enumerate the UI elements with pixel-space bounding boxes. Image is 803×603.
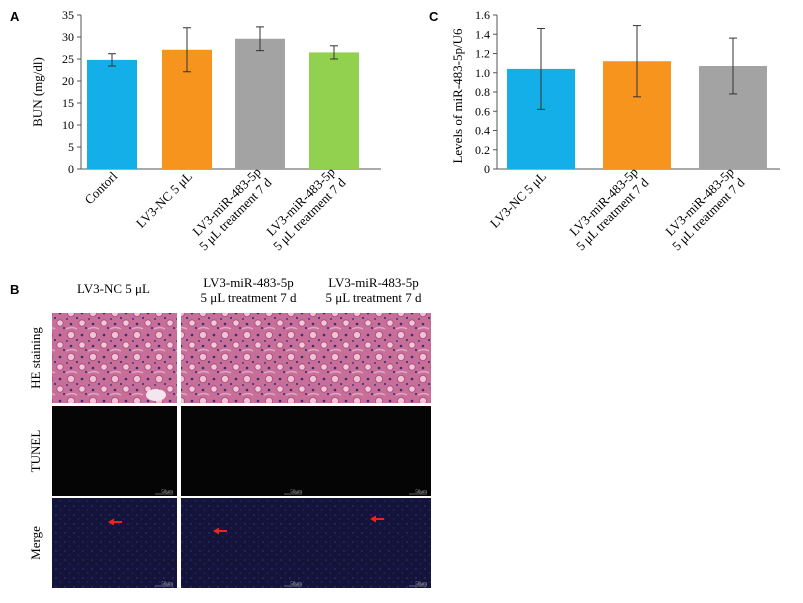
- category-label: LV3-miR-483-5p5 μL treatment 7 d: [185, 164, 274, 253]
- category-label-line: LV3-NC 5 μL: [487, 168, 549, 230]
- tunel-image: [306, 406, 431, 496]
- y-tick-label: 0.6: [475, 104, 490, 118]
- column-header: LV3-NC 5 μL: [77, 281, 150, 296]
- panel-b-row-labels: HE staining TUNEL Merge: [28, 327, 43, 560]
- y-tick-label: 1.0: [475, 66, 490, 80]
- y-axis-label: Levels of miR-483-5p/U6: [450, 28, 465, 164]
- bar: [235, 38, 285, 170]
- category-label: LV3-NC 5 μL: [487, 168, 549, 230]
- y-tick-label: 0.2: [475, 143, 490, 157]
- y-axis-label: BUN (mg/dl): [30, 57, 45, 127]
- lumen-spot: [146, 389, 166, 401]
- scale-bar-label: 50μm: [415, 490, 427, 495]
- panel-b-column-headers: LV3-NC 5 μL LV3-miR-483-5p 5 μL treatment …: [77, 275, 422, 305]
- column-header-line: LV3-miR-483-5p: [328, 275, 419, 290]
- column-header: LV3-miR-483-5p 5 μL treatment 7 d: [325, 275, 422, 305]
- row-label: Merge: [28, 526, 43, 560]
- y-tick-label: 25: [62, 52, 74, 66]
- scale-bar-label: 50μm: [415, 582, 427, 587]
- chart-c-mir-levels: 0 0.2 0.4 0.6 0.8 1.0 1.2 1.4 1.6 Levels of miR-4…: [450, 8, 780, 253]
- merge-image: [52, 498, 177, 588]
- row-label: HE staining: [28, 327, 43, 389]
- scale-bar-label: 50μm: [161, 490, 173, 495]
- chart-a-bun: 0 5 10 15 20 25 30 35 BUN (mg/dl) Contorl LV3-NC 5…: [30, 8, 381, 253]
- y-tick-label: 1.6: [475, 8, 490, 22]
- row-label: TUNEL: [28, 430, 43, 473]
- category-label: LV3-miR-483-5p5 μL treatment 7 d: [658, 164, 747, 253]
- merge-image: [181, 498, 306, 588]
- tunel-image: [181, 406, 306, 496]
- y-tick-label: 1.4: [475, 27, 490, 41]
- red-arrow-head: [108, 518, 114, 526]
- y-tick-label: 0: [484, 162, 490, 176]
- y-tick-label: 15: [62, 96, 74, 110]
- y-tick-label: 30: [62, 30, 74, 44]
- bar: [309, 52, 359, 169]
- merge-image: [306, 498, 431, 588]
- y-tick-label: 20: [62, 74, 74, 88]
- scale-bar-label: 50μm: [161, 582, 173, 587]
- category-label: LV3-miR-483-5p5 μL treatment 7 d: [259, 164, 348, 253]
- red-arrow-head: [370, 515, 376, 523]
- panel-a-label: A: [10, 9, 20, 24]
- panel-b-label: B: [10, 282, 19, 297]
- y-tick-label: 35: [62, 8, 74, 22]
- he-staining-image: [306, 313, 431, 403]
- column-header-line: LV3-NC 5 μL: [77, 281, 150, 296]
- category-label: Contorl: [81, 168, 120, 207]
- y-tick-label: 5: [68, 140, 74, 154]
- column-header-line: 5 μL treatment 7 d: [200, 290, 297, 305]
- panel-b-micrographs: 50μm 50μm 50μm 50μm 50μm 50μm: [52, 313, 431, 588]
- tunel-image: [52, 406, 177, 496]
- category-label: LV3-miR-483-5p5 μL treatment 7 d: [562, 164, 651, 253]
- panel-c-label: C: [429, 9, 439, 24]
- he-staining-image: [52, 313, 177, 403]
- category-label-line: LV3-NC 5 μL: [133, 168, 195, 230]
- red-arrow-head: [213, 527, 219, 535]
- bar: [87, 59, 137, 169]
- he-staining-image: [181, 313, 306, 403]
- y-tick-label: 0.8: [475, 85, 490, 99]
- y-tick-label: 1.2: [475, 47, 490, 61]
- column-header-line: 5 μL treatment 7 d: [325, 290, 422, 305]
- y-tick-label: 10: [62, 118, 74, 132]
- y-tick-label: 0.4: [475, 124, 490, 138]
- column-header-line: LV3-miR-483-5p: [203, 275, 294, 290]
- category-label-line: Contorl: [81, 168, 120, 207]
- y-tick-label: 0: [68, 162, 74, 176]
- scale-bar-label: 50μm: [290, 582, 302, 587]
- category-label: LV3-NC 5 μL: [133, 168, 195, 230]
- scale-bar-label: 50μm: [290, 490, 302, 495]
- column-header: LV3-miR-483-5p 5 μL treatment 7 d: [200, 275, 297, 305]
